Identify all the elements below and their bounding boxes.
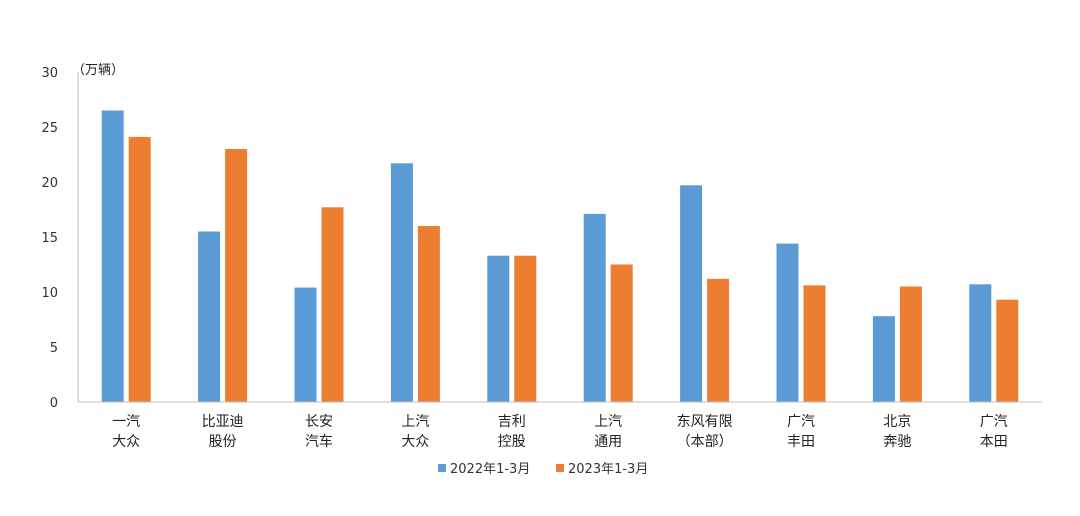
legend-label-2022: 2022年1-3月 xyxy=(450,462,530,477)
x-category-label: 控股 xyxy=(498,434,526,450)
x-category-label: 上汽 xyxy=(401,414,429,430)
bar-2023-3 xyxy=(417,226,440,402)
x-category-label: 大众 xyxy=(112,434,140,450)
x-category-label: 上汽 xyxy=(594,414,622,430)
x-category-label: 东风有限 xyxy=(677,414,733,430)
y-tick-label: 5 xyxy=(50,341,58,356)
x-category-label: 广汽 xyxy=(980,414,1008,430)
bar-2022-4 xyxy=(487,255,510,402)
x-category-label: 本田 xyxy=(980,434,1008,450)
bar-2023-6 xyxy=(707,278,730,402)
y-axis-unit-label: （万辆） xyxy=(72,63,124,78)
bar-2023-4 xyxy=(514,255,537,402)
x-category-label: 吉利 xyxy=(498,414,526,430)
y-tick-label: 30 xyxy=(41,66,58,81)
y-tick-label: 15 xyxy=(41,231,58,246)
bar-2023-8 xyxy=(899,286,922,402)
bars-group xyxy=(101,110,1019,402)
legend-label-2023: 2023年1-3月 xyxy=(568,462,648,477)
y-axis-ticks: 0 5 10 15 20 25 30 xyxy=(41,66,58,411)
y-tick-label: 20 xyxy=(41,176,58,191)
bar-2023-0 xyxy=(128,136,151,402)
bar-2022-7 xyxy=(776,243,799,402)
x-category-label: 通用 xyxy=(594,434,622,450)
legend: 2022年1-3月 2023年1-3月 xyxy=(438,462,648,477)
x-category-label: 广汽 xyxy=(787,414,815,430)
bar-2022-0 xyxy=(101,110,124,402)
x-category-label: 长安 xyxy=(305,414,333,430)
bar-2023-7 xyxy=(803,285,826,402)
bar-2022-9 xyxy=(969,284,992,402)
bar-2022-3 xyxy=(390,163,413,402)
x-category-label: 北京 xyxy=(883,414,911,430)
bar-2022-1 xyxy=(198,231,221,402)
x-category-label: 大众 xyxy=(401,434,429,450)
bar-2023-5 xyxy=(610,264,633,402)
x-category-label: 汽车 xyxy=(305,433,333,450)
x-category-label: 奔驰 xyxy=(883,434,911,450)
y-tick-label: 0 xyxy=(50,396,58,411)
bar-2023-9 xyxy=(996,299,1019,402)
bar-2022-2 xyxy=(294,287,317,402)
y-tick-label: 10 xyxy=(41,286,58,301)
x-category-label: 股份 xyxy=(209,434,237,450)
x-category-label: 比亚迪 xyxy=(202,414,244,430)
x-category-label: 一汽 xyxy=(112,414,140,430)
bar-2023-1 xyxy=(225,149,248,402)
y-tick-label: 25 xyxy=(41,121,58,136)
legend-swatch-2022 xyxy=(438,464,446,472)
x-category-label: （本部） xyxy=(677,434,733,450)
bar-2022-6 xyxy=(680,185,703,402)
x-category-label: 丰田 xyxy=(787,434,815,450)
bar-2022-8 xyxy=(872,316,895,402)
bar-2022-5 xyxy=(583,213,606,402)
legend-swatch-2023 xyxy=(556,464,564,472)
bar-2023-2 xyxy=(321,207,344,402)
